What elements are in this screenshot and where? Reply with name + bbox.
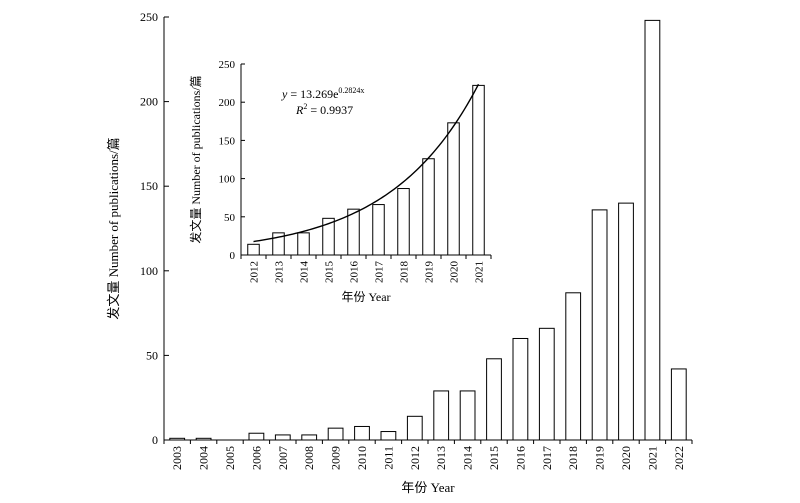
x-tick-label: 2021 (474, 261, 486, 283)
bar (272, 232, 285, 256)
y-tick-label: 50 (224, 212, 236, 224)
bar (591, 209, 608, 441)
bar (327, 427, 344, 441)
x-tick-label: 2012 (408, 446, 422, 470)
x-tick-label: 2018 (399, 261, 411, 284)
fit-r-squared: R2 = 0.9937 (295, 102, 353, 117)
x-tick-label: 2005 (223, 446, 237, 470)
bar (406, 415, 423, 441)
bar (195, 437, 212, 441)
y-tick-label: 250 (219, 59, 236, 71)
x-tick-label: 2004 (197, 446, 211, 470)
bar (248, 432, 265, 441)
x-tick-label: 2007 (276, 446, 290, 470)
fit-r-label: R (295, 103, 304, 117)
bar (472, 84, 485, 256)
x-axis-title: 年份 Year (341, 290, 390, 304)
x-tick-label: 2003 (170, 446, 184, 470)
x-tick-label: 2014 (299, 261, 311, 284)
x-tick-label: 2020 (449, 261, 461, 284)
bar (644, 19, 661, 441)
bar (354, 425, 370, 441)
y-tick-label: 150 (219, 135, 236, 147)
x-tick-label: 2019 (593, 446, 607, 470)
fit-equation-exponent: 0.2824x (338, 86, 364, 95)
fit-curve (253, 83, 480, 243)
y-tick-label: 0 (152, 433, 158, 447)
inset-bar-chart: 0 50 100 150 200 250 2012 2013 2014 2015 2016 2017 2… (188, 59, 492, 304)
x-tick-label: 2012 (249, 261, 261, 283)
x-tick-label: 2020 (619, 446, 633, 470)
y-tick-label: 200 (140, 95, 158, 109)
fit-equation: y = 13.269e0.2824x (281, 86, 364, 101)
bar (512, 337, 529, 441)
x-tick-label: 2015 (487, 446, 501, 470)
bar (347, 208, 360, 256)
bar (486, 358, 502, 441)
bar (322, 217, 335, 256)
x-tick-label: 2018 (566, 446, 580, 470)
bar (538, 327, 555, 441)
y-axis-title: 发文量 Number of publications/篇 (106, 137, 121, 319)
y-tick-label: 100 (140, 264, 158, 278)
bar (274, 434, 291, 441)
x-tick-label: 2017 (540, 446, 554, 470)
x-tick-label: 2022 (672, 446, 686, 470)
fit-equation-body: = 13.269e (287, 87, 338, 101)
x-tick-label: 2009 (329, 446, 343, 470)
y-tick-label: 0 (230, 250, 236, 262)
bar (618, 202, 634, 441)
bar (433, 390, 450, 441)
x-tick-label: 2011 (381, 446, 395, 470)
fit-equation-y: y (281, 87, 288, 101)
x-tick-label: 2019 (424, 261, 436, 284)
bar (301, 434, 318, 441)
x-tick-label: 2010 (355, 446, 369, 470)
fit-r-sup: 2 (303, 102, 307, 111)
x-tick-label: 2016 (349, 261, 361, 284)
bar (459, 390, 476, 441)
x-tick-label: 2014 (461, 446, 475, 470)
bar (422, 158, 435, 256)
bar (297, 232, 310, 256)
y-tick-label: 50 (146, 348, 158, 362)
x-tick-label: 2006 (249, 446, 263, 470)
x-tick-label: 2016 (513, 446, 527, 470)
x-tick-label: 2015 (324, 261, 336, 284)
bar (380, 431, 397, 441)
bar (447, 122, 460, 256)
x-tick-label: 2013 (274, 261, 286, 284)
bar (372, 204, 385, 256)
x-tick-label: 2008 (302, 446, 316, 470)
y-tick-label: 250 (140, 10, 158, 24)
y-tick-label: 100 (219, 174, 236, 186)
x-tick-label: 2021 (645, 446, 659, 470)
y-tick-label: 150 (140, 179, 158, 193)
bar (169, 437, 186, 441)
fit-r-value: = 0.9937 (307, 103, 353, 117)
x-tick-label: 2013 (434, 446, 448, 470)
bar (397, 188, 410, 256)
y-tick-label: 200 (219, 97, 236, 109)
bar (565, 292, 582, 441)
bar (670, 368, 687, 441)
x-axis-title: 年份 Year (401, 480, 455, 495)
x-tick-label: 2017 (374, 261, 386, 284)
y-axis-title: 发文量 Number of publications/篇 (188, 75, 203, 243)
bar (247, 243, 260, 256)
